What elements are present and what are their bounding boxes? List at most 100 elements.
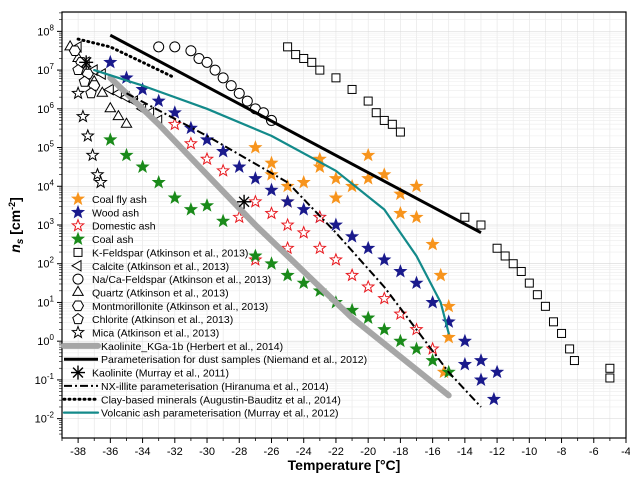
legend-marker-swatch (72, 273, 84, 285)
legend-marker-swatch (70, 191, 86, 206)
data-point (508, 259, 518, 269)
data-point (473, 353, 489, 367)
data-point (379, 115, 389, 125)
data-point (345, 229, 360, 243)
series-kaolinite-murray-et-al-2011 (79, 55, 252, 209)
data-point (167, 105, 182, 119)
x-tick-label: -12 (489, 446, 505, 458)
x-tick-label: -36 (102, 446, 118, 458)
data-point (296, 275, 311, 290)
data-point (183, 202, 198, 216)
data-point (283, 42, 293, 52)
data-point (460, 212, 470, 222)
legend-label: Coal ash (92, 234, 134, 246)
data-point (328, 171, 343, 185)
data-point (315, 65, 325, 75)
data-point (151, 174, 166, 189)
data-point (395, 127, 405, 137)
data-point (185, 45, 197, 57)
data-point (280, 194, 295, 208)
data-point (199, 151, 215, 166)
legend-item: Volcanic ash parameterisation (Murray et… (62, 408, 339, 420)
data-point (492, 243, 502, 253)
legend-marker-swatch (73, 247, 83, 257)
data-point (532, 290, 542, 300)
data-point (299, 53, 309, 63)
legend-label: Kaolinite (Murray et al., 2011) (92, 368, 229, 380)
data-point (425, 353, 440, 367)
legend-label: Quartz (Atkinson et al., 2013) (92, 287, 229, 299)
legend-label: Chlorite (Atkinson et al., 2013) (92, 314, 233, 326)
x-tick-label: -38 (70, 446, 86, 458)
data-point (199, 132, 215, 146)
x-tick-label: -34 (135, 446, 151, 458)
data-point (80, 128, 95, 142)
legend-item: Kaolinite_KGa-1b (Herbert et al., 2014) (61, 341, 283, 353)
data-point (312, 240, 327, 255)
data-point (296, 174, 311, 189)
series-clay-based-minerals-augustin-bauditz-et-al-2014 (76, 37, 177, 80)
legend-label: Montmorillonite (Atkinson et al., 2013) (92, 301, 268, 313)
series-chlorite-atkinson-et-al-2013 (72, 63, 97, 99)
data-point (280, 267, 295, 282)
data-point (328, 190, 343, 204)
data-point (96, 86, 109, 97)
y-tick-label: 101 (37, 294, 54, 309)
data-point (103, 54, 118, 69)
data-point (500, 251, 510, 261)
legend-item: Wood ash (70, 204, 139, 219)
data-point (68, 45, 81, 56)
data-point (135, 159, 150, 173)
data-point (425, 295, 440, 309)
data-point (441, 298, 456, 313)
y-tick-label: 107 (37, 62, 54, 77)
legend-marker-swatch (71, 285, 85, 296)
data-point (441, 329, 456, 344)
y-tick-label: 100 (37, 333, 54, 348)
data-point (557, 328, 567, 338)
y-tick-label: 102 (37, 256, 54, 271)
legend-item: Na/Ca-Feldspar (Atkinson et al., 2013) (72, 273, 271, 286)
data-point (216, 163, 231, 177)
data-point (237, 194, 252, 209)
data-point (363, 96, 373, 106)
data-point (409, 178, 424, 193)
data-point (371, 108, 381, 118)
data-point (540, 301, 550, 311)
legend-item: Quartz (Atkinson et al., 2013) (71, 285, 229, 299)
data-point (264, 182, 279, 197)
legend-item: Chlorite (Atkinson et al., 2013) (72, 312, 233, 326)
data-point (78, 75, 91, 87)
data-point (112, 109, 125, 121)
data-point (90, 167, 105, 181)
series-line (107, 74, 452, 399)
series-coal-fly-ash (248, 140, 456, 379)
legend-item: Coal ash (70, 231, 134, 246)
data-point (103, 132, 118, 146)
data-point (248, 248, 263, 262)
data-point (345, 267, 360, 282)
legend-item: NX-illite parameterisation (Hiranuma et … (64, 381, 329, 393)
data-point (361, 171, 376, 185)
data-point (167, 116, 182, 131)
legend-label: Parameterisation for dust samples (Niema… (101, 354, 367, 366)
data-point (201, 56, 213, 68)
series-layer (64, 33, 615, 408)
legend-label: Na/Ca-Feldspar (Atkinson et al., 2013) (92, 274, 271, 286)
data-point (605, 363, 615, 373)
y-tick-label: 104 (37, 178, 54, 193)
data-point (433, 267, 448, 282)
data-point (393, 333, 408, 348)
x-tick-label: -28 (231, 446, 247, 458)
data-point (377, 167, 392, 181)
data-point (473, 372, 489, 386)
asterisk-stroke (72, 367, 84, 378)
x-tick-label: -22 (328, 446, 344, 458)
series-line (109, 33, 482, 235)
series-line (126, 92, 482, 408)
y-axis-title-sub: s (15, 238, 26, 244)
data-point (347, 84, 357, 94)
data-point (490, 364, 505, 379)
legend-item: Domestic ash (70, 218, 156, 233)
legend-item: Kaolinite (Murray et al., 2011) (71, 365, 229, 380)
